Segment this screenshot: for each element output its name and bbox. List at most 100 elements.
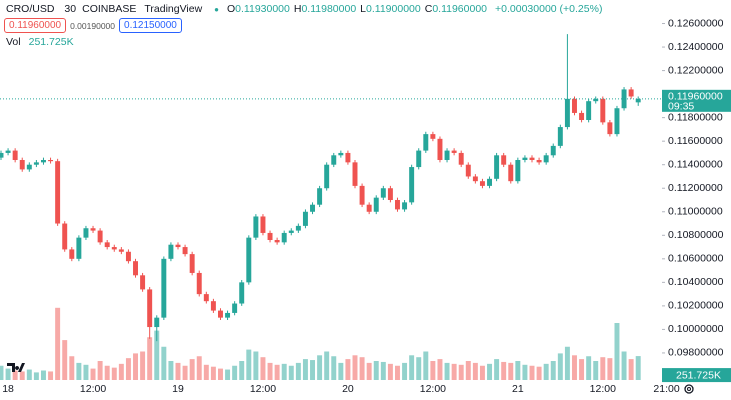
gear-center[interactable] [687, 387, 691, 391]
volume-bar [83, 364, 89, 380]
x-tick-label: 12:00 [80, 383, 106, 395]
volume-bar [550, 361, 556, 380]
candle-body [564, 98, 570, 128]
candle-body [437, 138, 443, 160]
change: +0.00030000 (+0.25%) [495, 3, 603, 15]
ask-box[interactable]: 0.12150000 [119, 18, 182, 33]
volume-bar [62, 340, 68, 380]
spread: 0.00190000 [70, 20, 116, 31]
volume-bar [430, 361, 436, 380]
time-axis-bg [0, 380, 662, 400]
volume-bar [628, 359, 634, 380]
candle-body [458, 152, 464, 165]
volume-bar [579, 359, 585, 380]
candle-body [97, 230, 103, 243]
volume-bar [451, 363, 457, 380]
bid-box[interactable]: 0.11960000 [4, 18, 67, 33]
volume-bar [402, 362, 408, 380]
candle-body [76, 237, 82, 259]
candle-body [62, 223, 68, 250]
candle-body [239, 282, 245, 304]
candle-body [5, 150, 11, 153]
candle-body [281, 232, 287, 243]
candle-body [409, 167, 415, 203]
volume-bar [189, 359, 195, 380]
candle-body [600, 98, 606, 123]
candle-body [586, 101, 592, 120]
candle-body [246, 237, 252, 283]
x-tick-label: 12:00 [590, 383, 616, 395]
x-tick-label: 12:00 [420, 383, 446, 395]
volume-bar [536, 366, 542, 380]
candle-body [203, 294, 209, 302]
volume-bar [494, 359, 500, 380]
candle-body [465, 164, 471, 177]
volume-bar [515, 361, 521, 380]
volume-bar [557, 353, 563, 380]
volume-bar [288, 365, 294, 380]
candle-body [444, 150, 450, 160]
volume-bar [76, 362, 82, 380]
y-tick-label: 0.10000000 [668, 323, 724, 335]
status-dot: ● [214, 4, 219, 14]
ohlc-key: O [227, 3, 236, 15]
volume-bar [472, 362, 478, 380]
volume-bar [479, 365, 485, 380]
candle-body [331, 155, 337, 165]
volume-bar [366, 362, 372, 380]
volume-bar [104, 365, 110, 380]
source: TradingView [144, 3, 203, 15]
x-tick-label: 18 [2, 383, 14, 395]
volume-bar [621, 351, 627, 380]
volume-bar [267, 362, 273, 380]
volume-bar [437, 359, 443, 380]
volume-bar [274, 364, 280, 380]
volume-bar [635, 356, 641, 380]
volume-bar [331, 356, 337, 380]
symbol[interactable]: CRO/USD [6, 3, 55, 15]
volume-bar [125, 358, 131, 380]
volume-bar [118, 363, 124, 380]
candle-body [19, 160, 25, 170]
volume-bar [487, 363, 493, 380]
volume-bar [232, 365, 238, 380]
candle-body [430, 134, 436, 139]
ohlc-key: C [424, 3, 433, 15]
gear-icon[interactable] [684, 384, 694, 394]
candle-body [260, 216, 266, 233]
candle-body [494, 155, 500, 179]
x-tick-label: 12:00 [250, 383, 276, 395]
candle-body [253, 216, 259, 238]
volume-bar [352, 355, 358, 380]
volume-bar [416, 357, 422, 380]
volume-bar [12, 370, 18, 380]
candle-body [267, 232, 273, 240]
volume-bar [614, 323, 620, 380]
volume-bar [465, 361, 471, 380]
candle-body [324, 164, 330, 189]
candle-body [0, 152, 4, 158]
volume-bar [607, 358, 613, 380]
candle-body [359, 185, 365, 205]
volume-bar [295, 362, 301, 380]
volume-bar [147, 337, 153, 380]
candle-body [111, 247, 117, 250]
candle-body [593, 98, 599, 102]
ohlc-key: L [360, 3, 367, 15]
volume-bar [543, 363, 549, 380]
candle-body [133, 261, 138, 276]
candle-body [387, 188, 393, 200]
x-tick-label: 19 [172, 383, 184, 395]
volume-bar [600, 357, 606, 380]
candle-body [345, 152, 351, 163]
settings-gear[interactable] [684, 384, 694, 394]
volume-bar [302, 359, 308, 380]
interval[interactable]: 30 [64, 3, 77, 15]
candle-body [168, 244, 174, 259]
candle-body [302, 211, 308, 226]
y-tick-label: 0.10400000 [668, 276, 724, 288]
x-tick-label: 21 [512, 383, 524, 395]
candle-body [175, 244, 181, 248]
volume-legend: Vol 251.725K [6, 36, 78, 48]
